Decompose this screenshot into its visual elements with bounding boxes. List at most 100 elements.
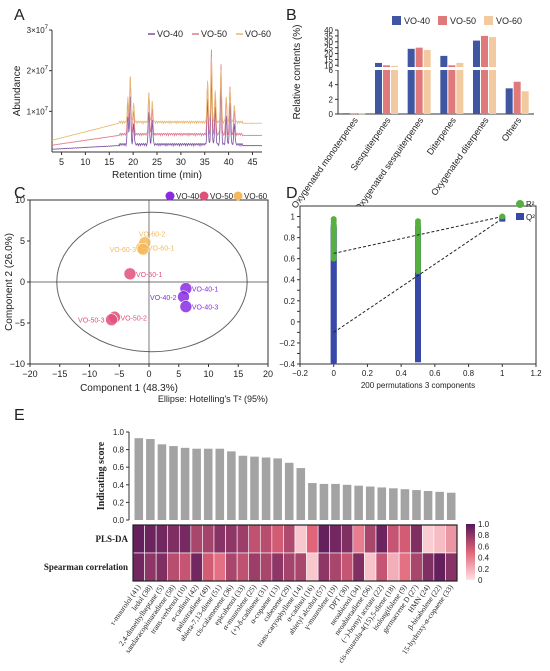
d-q2-point: [415, 320, 421, 326]
e-heatmap-cell: [329, 552, 342, 582]
e-score-bar: [423, 490, 433, 520]
c-x-tick-label: 10: [203, 369, 213, 379]
d-q2-point: [330, 259, 337, 265]
c-point-vo-50-3: [105, 313, 118, 327]
d-q2-point: [330, 267, 337, 273]
d-y-tick-label: 0.8: [284, 234, 296, 243]
d-q2-point: [415, 307, 421, 313]
a-x-tick-label: 45: [247, 157, 257, 167]
d-q2-point: [415, 344, 421, 350]
e-heatmap-cell: [202, 524, 215, 554]
e-bar-y-tick-label: 1.0: [113, 428, 125, 437]
d-q2-point: [330, 354, 337, 360]
e-heatmap-cell: [340, 552, 354, 582]
d-q2-point: [415, 301, 421, 307]
e-heatmap-cell: [248, 552, 261, 582]
e-heatmap-cell: [317, 552, 331, 582]
d-q2-point: [330, 333, 337, 339]
d-q2-point: [330, 330, 337, 336]
e-colorbar-tick-label: 1.0: [478, 520, 490, 529]
c-legend-label-vo-50: VO-50: [210, 192, 234, 201]
b-bar-vo-50: [383, 65, 390, 114]
c-y-tick-label: −10: [10, 359, 25, 369]
e-heatmap-cell: [259, 552, 273, 582]
e-score-bar: [284, 462, 294, 520]
e-heatmap-cell: [433, 524, 446, 554]
b-bar-vo-60: [391, 65, 398, 114]
d-q2-point: [415, 346, 421, 352]
a-legend-label-vo-50: VO-50: [201, 29, 227, 39]
e-heatmap-cell: [213, 552, 226, 582]
b-category-label: Diterpenes: [425, 115, 458, 157]
e-heatmap-cell: [225, 524, 238, 554]
c-legend-label-vo-40: VO-40: [176, 192, 200, 201]
c-point-label: VO-60-2: [139, 232, 166, 239]
e-heatmap-cell: [317, 524, 331, 554]
d-y-tick-label: 0.6: [284, 255, 296, 264]
e-bar-y-tick-label: 0.6: [113, 463, 125, 472]
b-y-tick-label: 15: [324, 55, 333, 64]
e-score-bar: [203, 448, 213, 520]
d-q2-point: [415, 286, 421, 292]
e-heatmap-frame: [132, 524, 458, 582]
a-x-tick-label: 40: [224, 157, 234, 167]
e-heatmap-cell: [398, 552, 412, 582]
e-heatmap-cell: [190, 524, 203, 554]
e-heatmap-cell: [144, 552, 157, 582]
d-q2-point: [330, 325, 337, 331]
e-heatmap-cell: [271, 524, 284, 554]
a-y-tick-exp: 7: [45, 106, 49, 112]
b-axis-break-gap: [334, 67, 534, 70]
b-y-tick-label: 25: [324, 44, 333, 53]
e-heatmap-cell: [202, 552, 215, 582]
b-bar-vo-60: [358, 113, 366, 115]
e-heatmap-cell: [364, 524, 377, 554]
e-heatmap-cell: [259, 524, 273, 554]
d-q2-point: [330, 288, 337, 294]
d-legend-label-r2: R²: [526, 200, 535, 209]
b-legend-label-vo-60: VO-60: [496, 16, 522, 26]
a-y-tick-exp: 7: [45, 66, 49, 72]
d-q2-point: [415, 317, 421, 323]
d-q2-point: [415, 333, 421, 339]
d-q2-point: [330, 309, 337, 315]
d-x-tick-label: 0.6: [429, 369, 441, 378]
e-score-bar: [400, 489, 410, 520]
d-x-tick-label: −0.2: [292, 369, 308, 378]
e-heatmap-cell: [213, 524, 226, 554]
e-heatmap-cell: [375, 524, 388, 554]
b-legend-label-vo-50: VO-50: [450, 16, 476, 26]
e-heatmap-cell: [132, 552, 145, 582]
a-y-tick-base: 2×10: [27, 67, 46, 76]
c-point-vo-60-3: [136, 242, 150, 256]
b-y-tick-label: 2: [329, 95, 334, 104]
a-x-tick-label: 30: [176, 157, 186, 167]
e-score-bar: [389, 488, 398, 520]
e-heatmap-cell: [410, 552, 423, 582]
a-legend-label-vo-60: VO-60: [245, 29, 271, 39]
c-legend-marker-vo-40: [165, 191, 175, 201]
d-q2-point: [330, 319, 337, 325]
e-score-bar: [273, 458, 282, 520]
c-ellipse-note: Ellipse: Hotelling's T² (95%): [158, 394, 268, 404]
d-q2-point: [415, 330, 421, 336]
d-q2-point: [415, 309, 421, 315]
b-bar-vo-60: [489, 37, 496, 114]
d-x-tick-label: 1.2: [530, 369, 542, 378]
e-heatmap-cell: [387, 524, 400, 554]
b-bar-vo-60: [423, 50, 431, 114]
e-score-bar: [435, 491, 444, 520]
d-q2-point: [330, 359, 337, 365]
d-q2-point: [415, 338, 421, 344]
d-x-axis-label: 200 permutations 3 components: [361, 381, 475, 390]
c-point-vo-50-1: [123, 267, 137, 281]
c-point-label: VO-40-3: [192, 305, 219, 312]
e-heatmap-cell: [236, 552, 250, 582]
b-bar-vo-40: [473, 40, 480, 114]
e-colorbar-tick-label: 0: [478, 576, 483, 585]
d-q2-point: [330, 335, 337, 341]
b-category-label: Oxygenated monoterpenes: [290, 115, 361, 210]
d-y-tick-label: 1: [291, 213, 296, 222]
d-q2-point: [415, 341, 421, 347]
